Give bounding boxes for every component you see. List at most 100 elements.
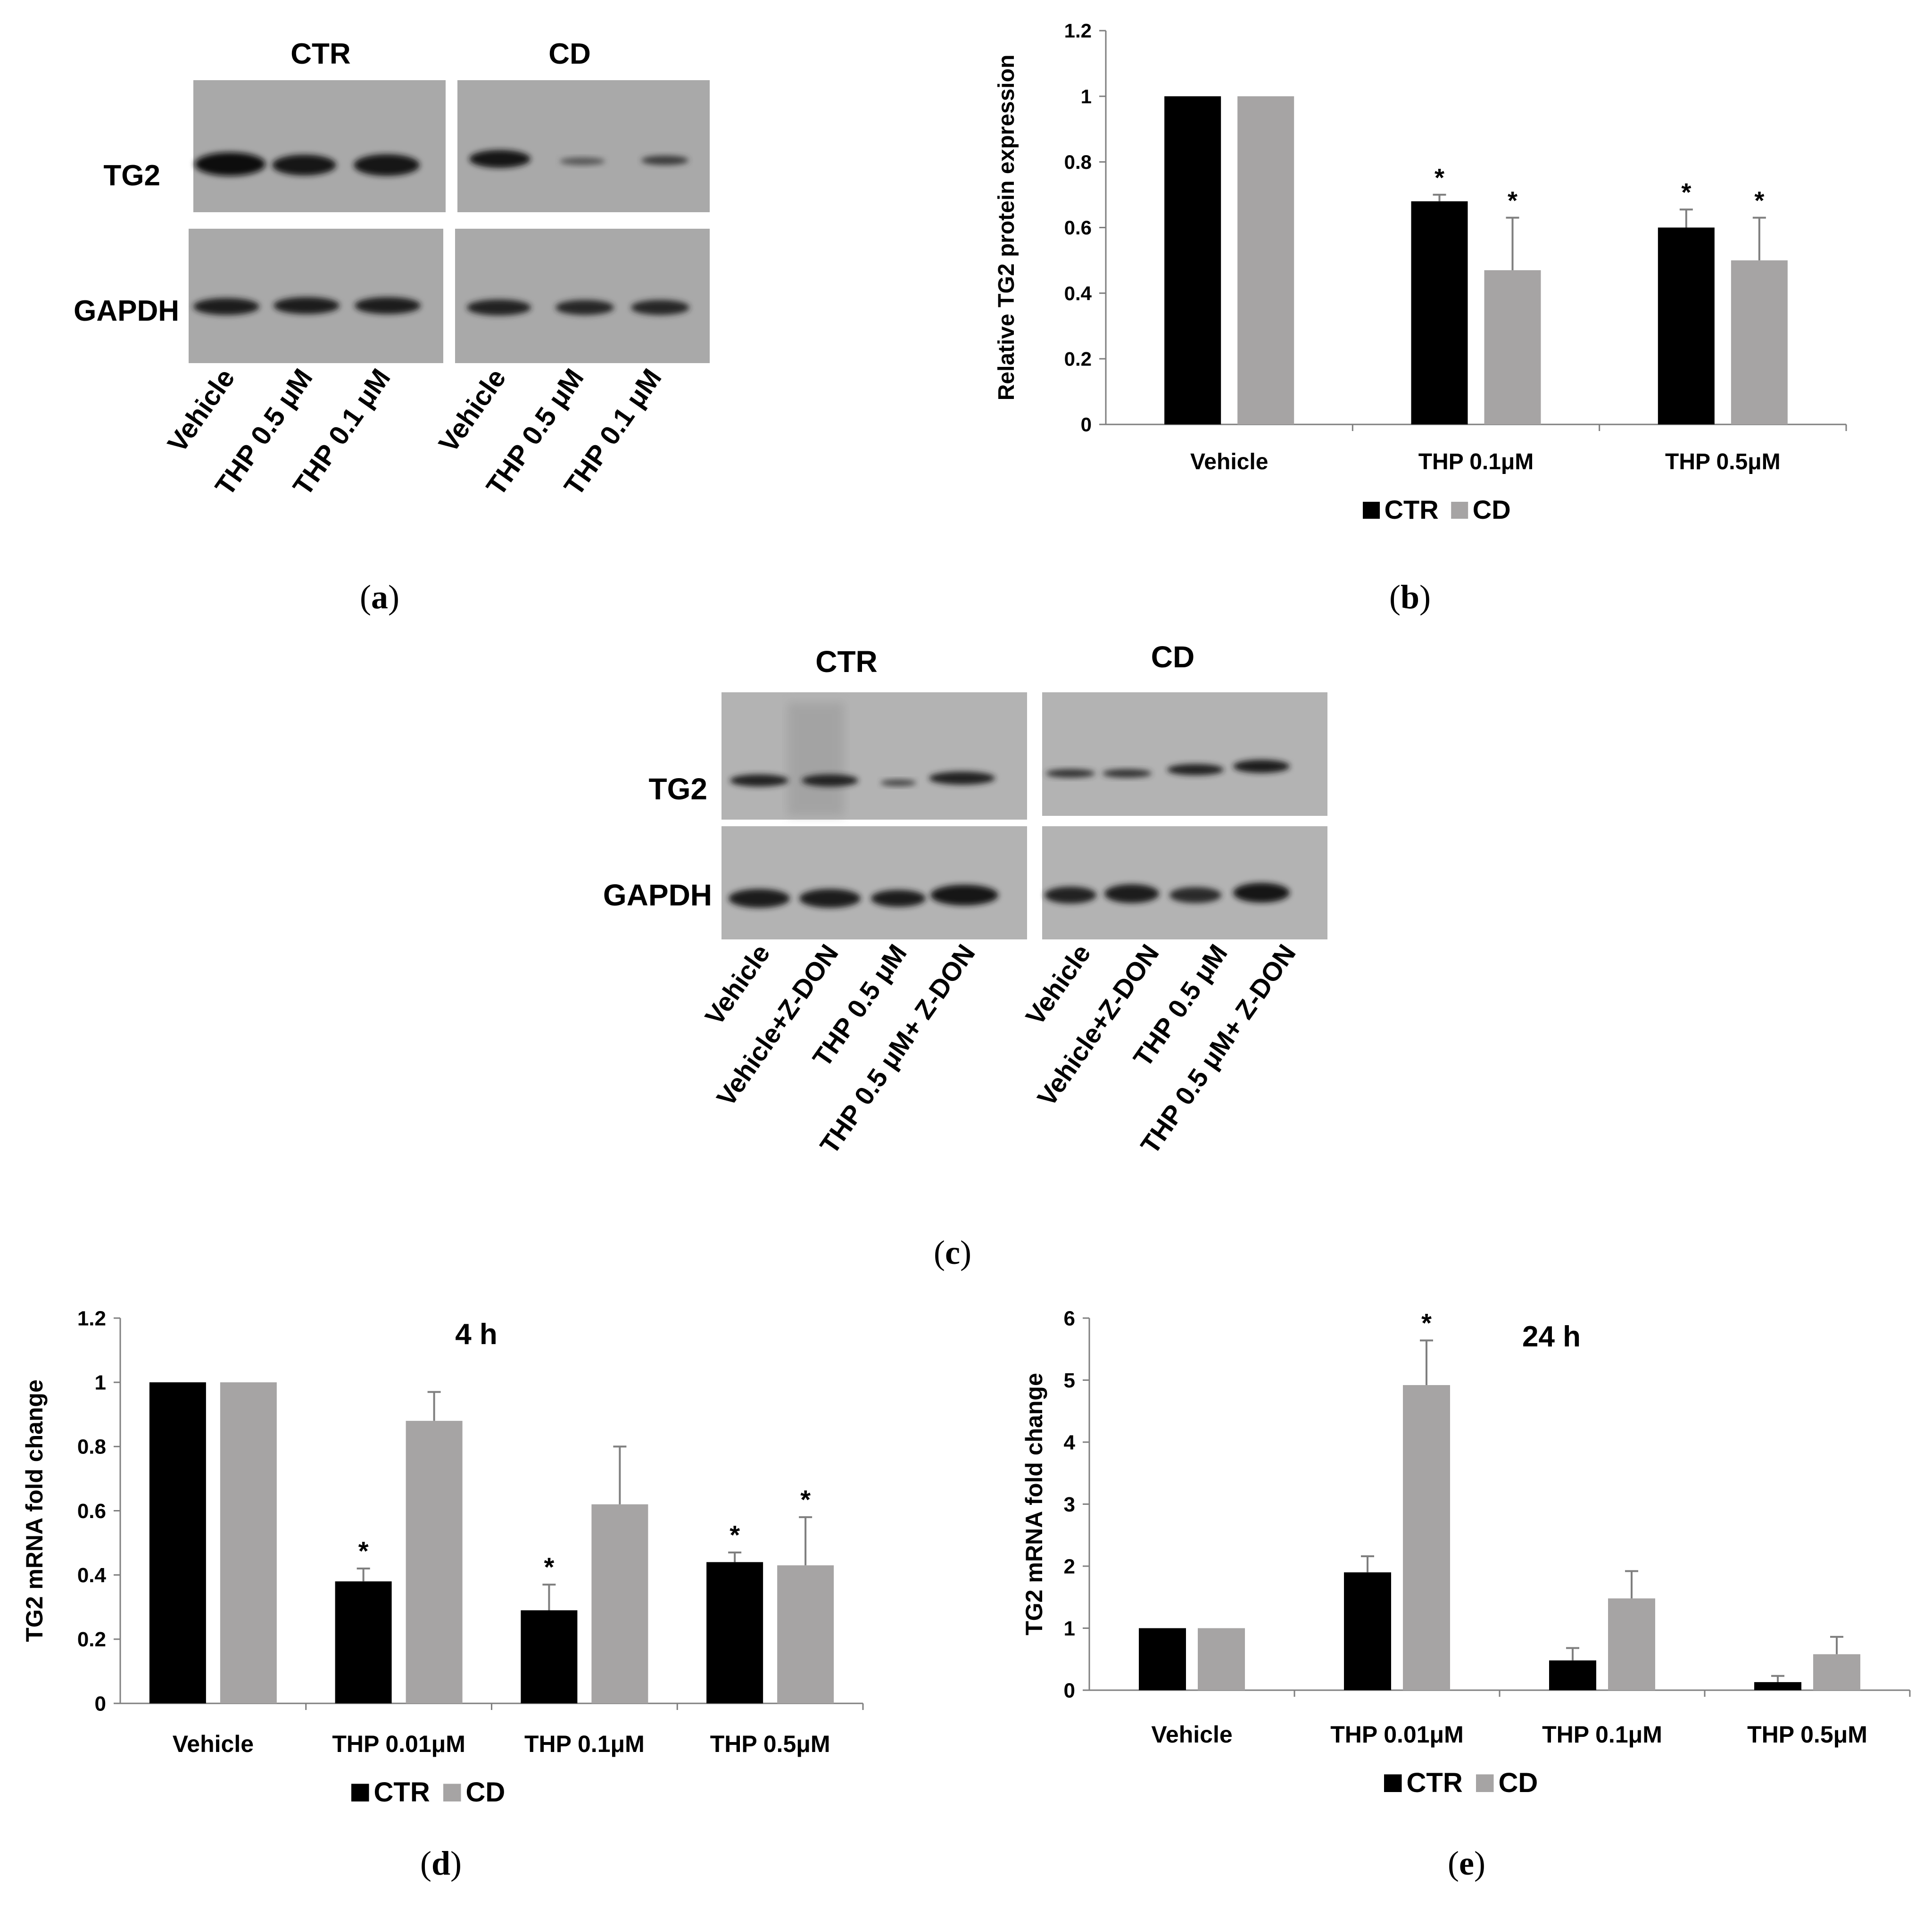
legend-swatch-cd [1476,1774,1494,1792]
y-tick-label: 0 [1064,1679,1075,1702]
x-category-label: THP 0.5μM [1665,449,1781,474]
panel-b-caption: (b) [1389,578,1431,616]
blot-a-tg2-band [469,150,531,168]
y-tick-label: 1.2 [1064,20,1092,42]
blot-a-gapdh-band [556,300,614,315]
legend-swatch-cd [443,1784,461,1801]
blot-a-row-tg2: TG2 [103,159,160,192]
bar-ctr [1658,227,1715,424]
bar-cd [1403,1385,1450,1690]
blot-c-tg2-band [802,774,858,787]
bar-cd [1237,96,1294,424]
x-category-label: Vehicle [1151,1721,1232,1748]
x-category-label: THP 0.01μM [1330,1721,1464,1748]
blot-c-tg2-cd-membrane [1042,692,1327,816]
bar-ctr [706,1562,763,1703]
legend-label-cd: CD [1499,1768,1538,1798]
bar-ctr [1164,96,1221,424]
y-axis-label: Relative TG2 protein expression [994,55,1019,401]
y-tick-label: 1 [1064,1617,1075,1640]
blot-a-tg2-band [560,158,605,165]
bar-cd [1198,1628,1245,1690]
blot-c-group-cd: CD [1151,640,1194,674]
blot-c-gapdh-band [1233,883,1290,903]
blot-c-gapdh-ctr-membrane [721,826,1027,939]
blot-a-tg2-cd-membrane [457,80,710,212]
bar-ctr [1139,1628,1186,1690]
bar-ctr [1411,201,1468,424]
significance-star: * [1421,1308,1432,1337]
bar-cd [406,1420,463,1703]
bar-cd [220,1382,277,1703]
blot-c-gapdh-band [930,885,998,905]
blot-c-tg2-band [1046,769,1095,778]
panel-c-western-blot: CTR CD TG2 GAPDH Vehicle Vehicle+Z-DON T… [603,640,1327,1271]
legend-label-cd: CD [466,1777,506,1808]
blot-a-group-cd: CD [548,38,591,70]
blot-a-gapdh-cd-membrane [455,229,710,363]
bar-cd [591,1504,648,1703]
blot-c-gapdh-band [1045,887,1096,904]
blot-c-gapdh-cd-membrane [1042,826,1327,939]
blot-c-lane-label: Vehicle [699,939,776,1030]
bar-cd [1484,270,1541,424]
blot-a-lane-label: Vehicle [433,363,512,458]
y-tick-label: 4 [1064,1431,1076,1454]
y-axis-label: TG2 mRNA fold change [21,1379,48,1642]
blot-a-lane-label: Vehicle [162,363,241,458]
x-category-label: THP 0.1μM [1418,449,1534,474]
x-category-label: THP 0.1μM [1542,1721,1662,1748]
blot-a-gapdh-band [631,300,689,315]
blot-c-gapdh-band [871,890,926,907]
y-tick-label: 0.4 [1064,282,1092,304]
bar-ctr [335,1581,392,1703]
y-tick-label: 0.2 [1064,348,1092,370]
y-axis-label: TG2 mRNA fold change [1021,1373,1047,1635]
y-tick-label: 6 [1064,1307,1075,1330]
bar-ctr [1344,1572,1391,1690]
panel-c-caption: (c) [934,1234,971,1271]
blot-a-row-gapdh: GAPDH [74,295,179,327]
legend-swatch-ctr [1363,502,1380,519]
blot-c-gapdh-band [1169,887,1221,903]
blot-c-tg2-band [1233,760,1290,773]
y-tick-label: 0.4 [77,1564,107,1587]
panel-d-caption: (d) [420,1844,462,1882]
blot-a-tg2-ctr-membrane [193,80,446,212]
blot-c-tg2-band [929,772,995,785]
panel-a-caption: (a) [360,578,399,616]
blot-a-tg2-band [195,152,265,176]
blot-a-tg2-band [354,154,420,176]
significance-star: * [1681,178,1691,207]
y-tick-label: 0 [1081,414,1092,436]
x-category-label: THP 0.5μM [1747,1721,1867,1748]
bar-cd [777,1565,834,1703]
blot-a-tg2-band [641,156,688,165]
blot-c-tg2-band [1167,764,1224,775]
y-tick-label: 1 [1081,85,1092,108]
legend-swatch-ctr [351,1784,369,1801]
blot-c-lane-label: Vehicle+Z-DON [1031,939,1165,1112]
x-category-label: Vehicle [1190,449,1268,474]
blot-a-gapdh-band [193,298,259,315]
bar-cd [1608,1598,1655,1690]
blot-a-gapdh-ctr-membrane [189,229,443,363]
panel-a-western-blot: CTR CD TG2 GAPDH Vehicle THP 0.5 μM THP … [74,38,710,616]
blot-a-tg2-band [272,155,336,175]
blot-a-gapdh-band [467,299,531,315]
significance-star: * [1434,164,1444,192]
blot-c-lane-label: Vehicle [1020,939,1096,1030]
significance-star: * [544,1552,554,1582]
significance-star: * [730,1520,740,1550]
blot-c-smudge [788,703,844,816]
chart-title: 4 h [455,1318,498,1351]
significance-star: * [1508,187,1517,215]
chart-title: 24 h [1522,1320,1581,1353]
blot-c-tg2-band [880,780,916,786]
bar-ctr [149,1382,206,1703]
y-tick-label: 0 [95,1692,106,1715]
blot-c-lane-label: Vehicle+Z-DON [711,939,844,1112]
panel-d-chart: 0 0.2 0.4 0.6 0.8 1 1.2 TG2 mRNA fold change 4 h… [21,1307,864,1808]
x-category-label: THP 0.01μM [332,1731,465,1757]
